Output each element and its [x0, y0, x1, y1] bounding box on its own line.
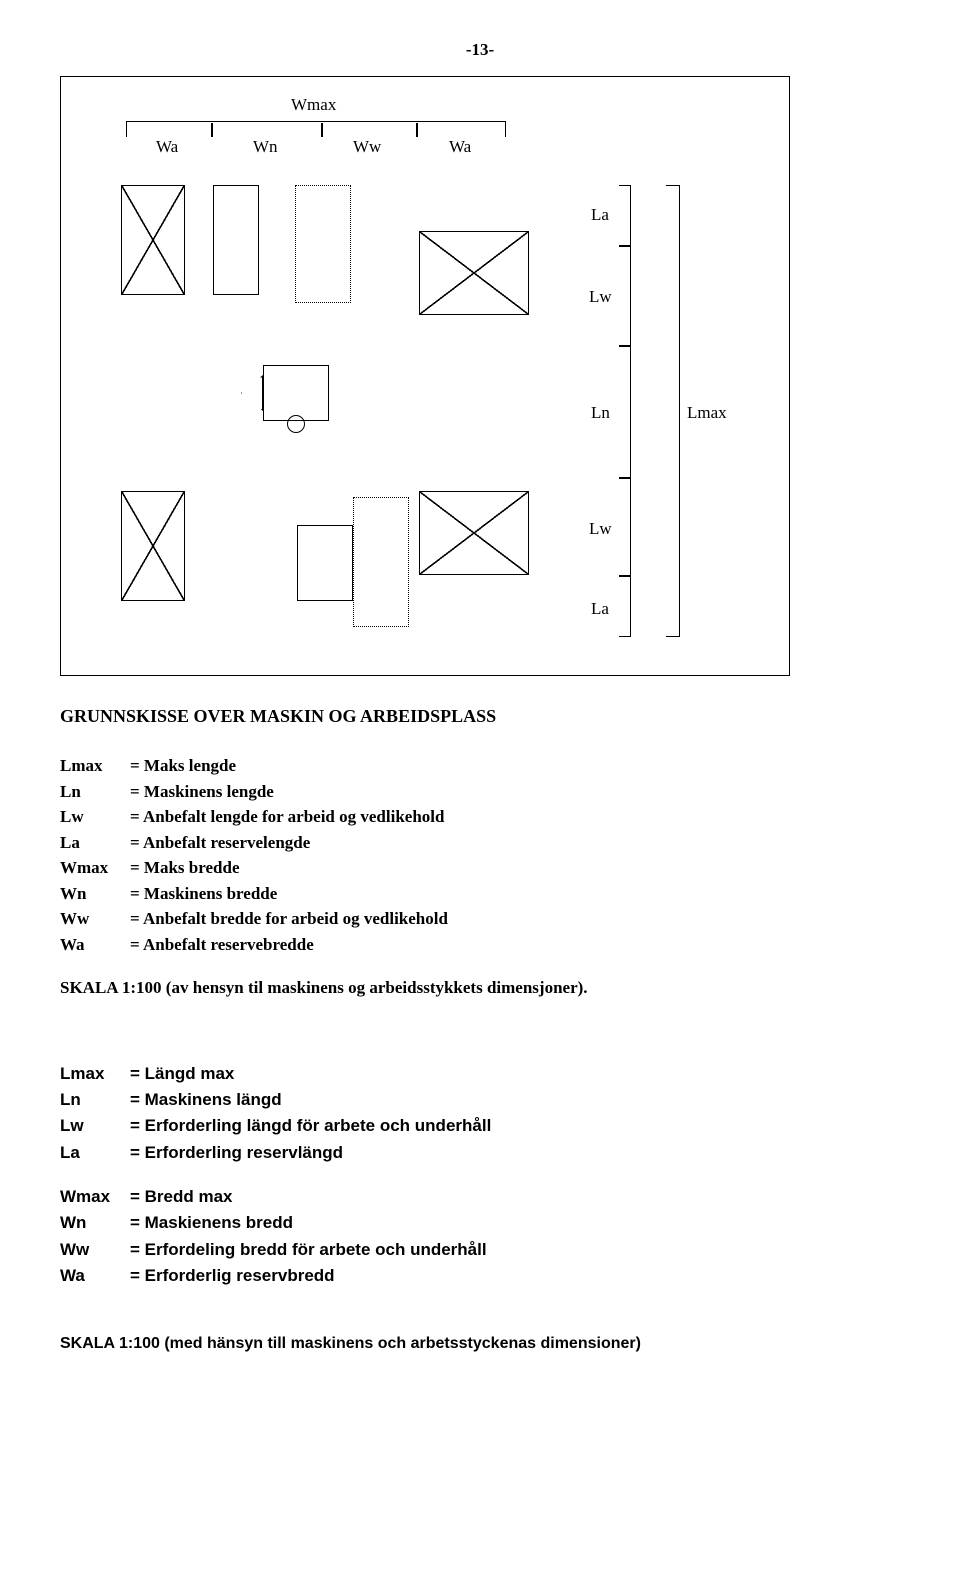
- dotbox-l: [353, 497, 409, 627]
- defs-sv-W: Wmax= Bredd max Wn= Maskienens bredd Ww=…: [60, 1184, 900, 1289]
- skala-no: SKALA 1:100 (av hensyn til maskinens og …: [60, 975, 900, 1001]
- term: Wn: [60, 881, 130, 907]
- label-wn: Wn: [253, 137, 278, 157]
- tick: [416, 123, 418, 137]
- term: Wa: [60, 932, 130, 958]
- term: Lw: [60, 804, 130, 830]
- label-lw-bot: Lw: [589, 519, 612, 539]
- defs-no-W: Wmax= Maks bredde Wn= Maskinens bredde W…: [60, 855, 900, 957]
- term: Ww: [60, 1237, 130, 1263]
- term: La: [60, 830, 130, 856]
- def: = Längd max: [130, 1061, 234, 1087]
- def: = Maskinens lengde: [130, 779, 274, 805]
- tick: [211, 123, 213, 137]
- term: Wmax: [60, 855, 130, 881]
- def: = Anbefalt lengde for arbeid og vedlikeh…: [130, 804, 444, 830]
- xbox-ll: [121, 491, 185, 601]
- term: Wmax: [60, 1184, 130, 1210]
- skala-sv: SKALA 1:100 (med hänsyn till maskinens o…: [60, 1335, 900, 1353]
- label-wmax: Wmax: [291, 95, 336, 115]
- label-la-top: La: [591, 205, 609, 225]
- term: La: [60, 1140, 130, 1166]
- dotbox-u: [295, 185, 351, 303]
- label-ln: Ln: [591, 403, 610, 423]
- heading-no: GRUNNSKISSE OVER MASKIN OG ARBEIDSPLASS: [60, 706, 900, 727]
- term: Ln: [60, 1087, 130, 1113]
- def: = Anbefalt bredde for arbeid og vedlikeh…: [130, 906, 448, 932]
- term: Lmax: [60, 1061, 130, 1087]
- htick: [619, 477, 631, 479]
- def: = Erforderlig reservbredd: [130, 1263, 335, 1289]
- term: Ln: [60, 779, 130, 805]
- term: Lw: [60, 1113, 130, 1139]
- pbox-l1: [297, 525, 353, 601]
- pbox-u1: [213, 185, 259, 295]
- label-lw-top: Lw: [589, 287, 612, 307]
- term: Wn: [60, 1210, 130, 1236]
- machine-icon: [241, 359, 331, 431]
- def: = Anbefalt reservelengde: [130, 830, 310, 856]
- htick: [619, 345, 631, 347]
- wmax-bracket: [126, 121, 506, 137]
- lmax-bracket: [666, 185, 680, 637]
- defs-no-L: Lmax= Maks lengde Ln= Maskinens lengde L…: [60, 753, 900, 855]
- diagram-frame: Wmax Wa Wn Ww Wa La Lw Ln Lmax Lw La: [60, 76, 790, 676]
- def: = Maskinens bredde: [130, 881, 277, 907]
- defs-sv-L: Lmax= Längd max Ln= Maskinens längd Lw= …: [60, 1061, 900, 1166]
- label-ww: Ww: [353, 137, 381, 157]
- tick: [321, 123, 323, 137]
- term: Ww: [60, 906, 130, 932]
- label-lmax: Lmax: [687, 403, 727, 423]
- seg-bracket: [619, 185, 631, 637]
- htick: [619, 245, 631, 247]
- xbox-lr: [419, 491, 529, 575]
- xbox-ur: [419, 231, 529, 315]
- def: = Erfordeling bredd för arbete och under…: [130, 1237, 487, 1263]
- def: = Bredd max: [130, 1184, 233, 1210]
- def: = Anbefalt reservebredde: [130, 932, 314, 958]
- def: = Maskienens bredd: [130, 1210, 293, 1236]
- def: = Maskinens längd: [130, 1087, 282, 1113]
- def: = Maks bredde: [130, 855, 240, 881]
- label-la-bot: La: [591, 599, 609, 619]
- term: Lmax: [60, 753, 130, 779]
- htick: [619, 575, 631, 577]
- term: Wa: [60, 1263, 130, 1289]
- def: = Erforderling längd för arbete och unde…: [130, 1113, 491, 1139]
- xbox-ul: [121, 185, 185, 295]
- def: = Maks lengde: [130, 753, 236, 779]
- page-number: -13-: [60, 40, 900, 60]
- label-wa: Wa: [156, 137, 178, 157]
- label-wa2: Wa: [449, 137, 471, 157]
- def: = Erforderling reservlängd: [130, 1140, 343, 1166]
